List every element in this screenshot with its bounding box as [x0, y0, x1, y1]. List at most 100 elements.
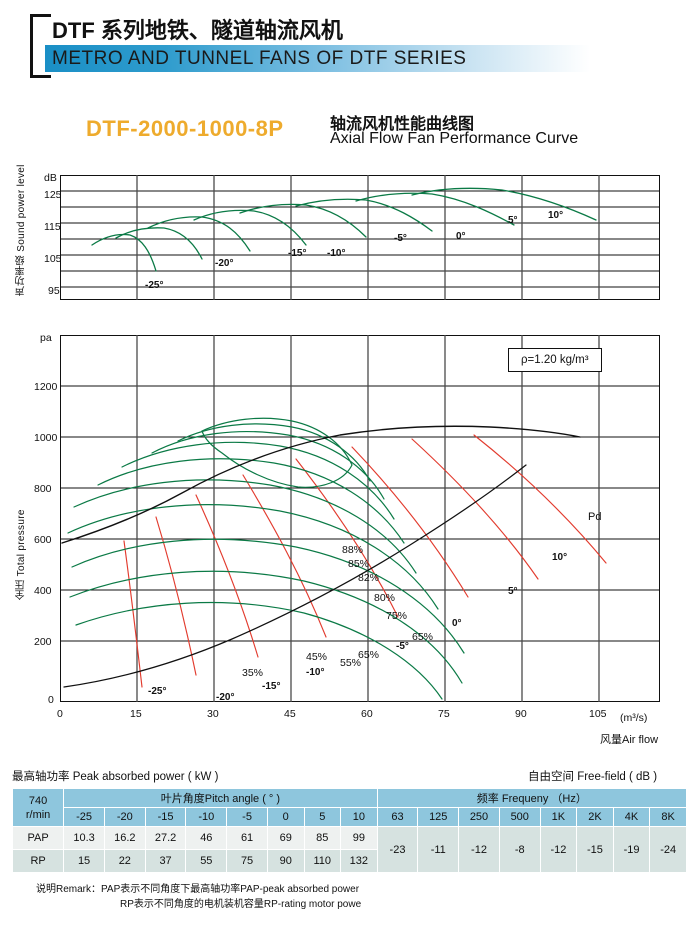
remark-line-2: RP表示不同角度的电机装机容量RP-rating motor powe: [120, 899, 362, 910]
pitch-label--15: -15°: [262, 681, 281, 692]
speed-cell: 740 r/min: [11, 788, 65, 827]
rp-value--5: 75: [226, 849, 268, 873]
sound-curve-label-0: 0°: [456, 231, 466, 242]
efficiency-label-65-upper: 65%: [412, 631, 434, 643]
efficiency-label-88: 88%: [342, 544, 364, 556]
sound-y-unit: dB: [44, 172, 57, 184]
x-axis-unit: (m³/s): [620, 712, 648, 724]
sound-ytick-125: 125: [44, 189, 62, 201]
pap-value--20: 16.2: [103, 826, 146, 850]
efficiency-label-80: 80%: [374, 592, 396, 604]
table-row-rp: RP 15 22 37 55 75 90 110 132: [11, 849, 687, 873]
freefield-value-63: -23: [376, 826, 419, 873]
row-label-pap: PAP: [11, 826, 65, 850]
xtick-15: 15: [130, 708, 142, 720]
pitch-label-5: 5°: [508, 586, 518, 597]
pressure-ytick-200: 200: [34, 636, 52, 648]
speed-value: 740: [28, 794, 48, 807]
angle-header--15: -15: [144, 807, 187, 827]
freefield-value-250: -12: [458, 826, 500, 873]
density-annotation: ρ=1.20 kg/m³: [508, 348, 602, 372]
efficiency-label-55: 55%: [340, 657, 362, 669]
sound-curve-label-10: 10°: [548, 210, 564, 221]
sound-ytick-105: 105: [44, 253, 62, 265]
pressure-ytick-800: 800: [34, 483, 52, 495]
rp-value-5: 110: [303, 849, 342, 873]
freefield-value-4K: -19: [612, 826, 651, 873]
sound-power-chart: [60, 175, 660, 300]
page-title: DTF 系列地铁、隧道轴流风机: [52, 18, 343, 43]
pitch-label--25: -25°: [148, 686, 167, 697]
chart-title-cn: 轴流风机性能曲线图: [330, 116, 475, 133]
frequency-group-header: 频率 Frequeny （Hz）: [376, 788, 688, 808]
pitch-label--20: -20°: [216, 692, 235, 703]
table-row-column-headers: -25 -20 -15 -10 -5 0 5 10 63 125 250 500…: [13, 807, 687, 827]
freefield-value-8K: -24: [649, 826, 687, 873]
pap-value-5: 85: [303, 826, 342, 850]
pap-value--25: 10.3: [63, 826, 105, 850]
xtick-105: 105: [589, 708, 607, 720]
rp-value-10: 132: [340, 849, 378, 873]
rp-value-0: 90: [266, 849, 305, 873]
model-code: DTF-2000-1000-8P: [86, 116, 284, 141]
sound-curve-label--10: -10°: [327, 248, 346, 259]
freq-header-250: 250: [458, 807, 500, 827]
bracket-decoration: [30, 14, 51, 78]
pressure-ytick-400: 400: [34, 585, 52, 597]
pap-value--15: 27.2: [144, 826, 187, 850]
pressure-y-unit: pa: [40, 332, 52, 344]
rp-value--15: 37: [144, 849, 187, 873]
efficiency-label-85: 85%: [348, 558, 370, 570]
pap-value-10: 99: [340, 826, 378, 850]
xtick-30: 30: [207, 708, 219, 720]
pap-value--10: 46: [185, 826, 228, 850]
angle-header--10: -10: [185, 807, 228, 827]
sound-curve-label--15: -15°: [288, 248, 307, 259]
angle-header--20: -20: [103, 807, 146, 827]
pressure-ytick-600: 600: [34, 534, 52, 546]
xtick-90: 90: [515, 708, 527, 720]
freq-header-1K: 1K: [539, 807, 578, 827]
table-row-pap: PAP 10.3 16.2 27.2 46 61 69 85 99 -23 -1…: [11, 826, 687, 873]
pd-curve-label: Pd: [588, 511, 602, 523]
pressure-chart-y-axis-label: 全压 Total pressure: [16, 509, 27, 600]
header-banner-label: METRO AND TUNNEL FANS OF DTF SERIES: [52, 48, 467, 69]
freq-header-500: 500: [498, 807, 541, 827]
performance-data-table: 740 r/min 叶片角度Pitch angle ( ° ) 频率 Frequ…: [11, 788, 688, 873]
chart-title-en: Axial Flow Fan Performance Curve: [330, 130, 579, 147]
xtick-0: 0: [57, 708, 63, 720]
page-header: DTF 系列地铁、隧道轴流风机 METRO AND TUNNEL FANS OF…: [0, 0, 699, 95]
pitch-angle-group-header: 叶片角度Pitch angle ( ° ): [63, 788, 378, 808]
rp-value--10: 55: [185, 849, 228, 873]
freefield-value-125: -11: [417, 826, 460, 873]
xtick-75: 75: [438, 708, 450, 720]
pap-value-0: 69: [266, 826, 305, 850]
pressure-ytick-0: 0: [48, 694, 54, 706]
rp-value--25: 15: [63, 849, 105, 873]
pitch-label--10: -10°: [306, 667, 325, 678]
pap-value--5: 61: [226, 826, 268, 850]
sound-curve-label-5: 5°: [508, 215, 518, 226]
pitch-label-10: 10°: [552, 552, 568, 563]
header-banner: [45, 45, 590, 72]
table-row-group-headers: 740 r/min 叶片角度Pitch angle ( ° ) 频率 Frequ…: [11, 788, 688, 827]
rp-value--20: 22: [103, 849, 146, 873]
angle-header--5: -5: [226, 807, 268, 827]
freq-header-4K: 4K: [612, 807, 651, 827]
efficiency-label-35: 35%: [242, 667, 264, 679]
sound-ytick-95: 95: [48, 285, 60, 297]
speed-unit: r/min: [25, 808, 51, 821]
freefield-table-caption: 自由空间 Free-field ( dB ): [528, 771, 658, 783]
angle-header--25: -25: [63, 807, 105, 827]
freq-header-63: 63: [376, 807, 419, 827]
pressure-performance-chart: [60, 335, 660, 702]
row-label-rp: RP: [11, 849, 65, 873]
freq-header-8K: 8K: [649, 807, 687, 827]
efficiency-label-65-lower: 65%: [358, 649, 380, 661]
xtick-45: 45: [284, 708, 296, 720]
pitch-label-0: 0°: [452, 618, 462, 629]
efficiency-label-82: 82%: [358, 572, 380, 584]
freq-header-2K: 2K: [576, 807, 614, 827]
angle-header-5: 5: [303, 807, 342, 827]
